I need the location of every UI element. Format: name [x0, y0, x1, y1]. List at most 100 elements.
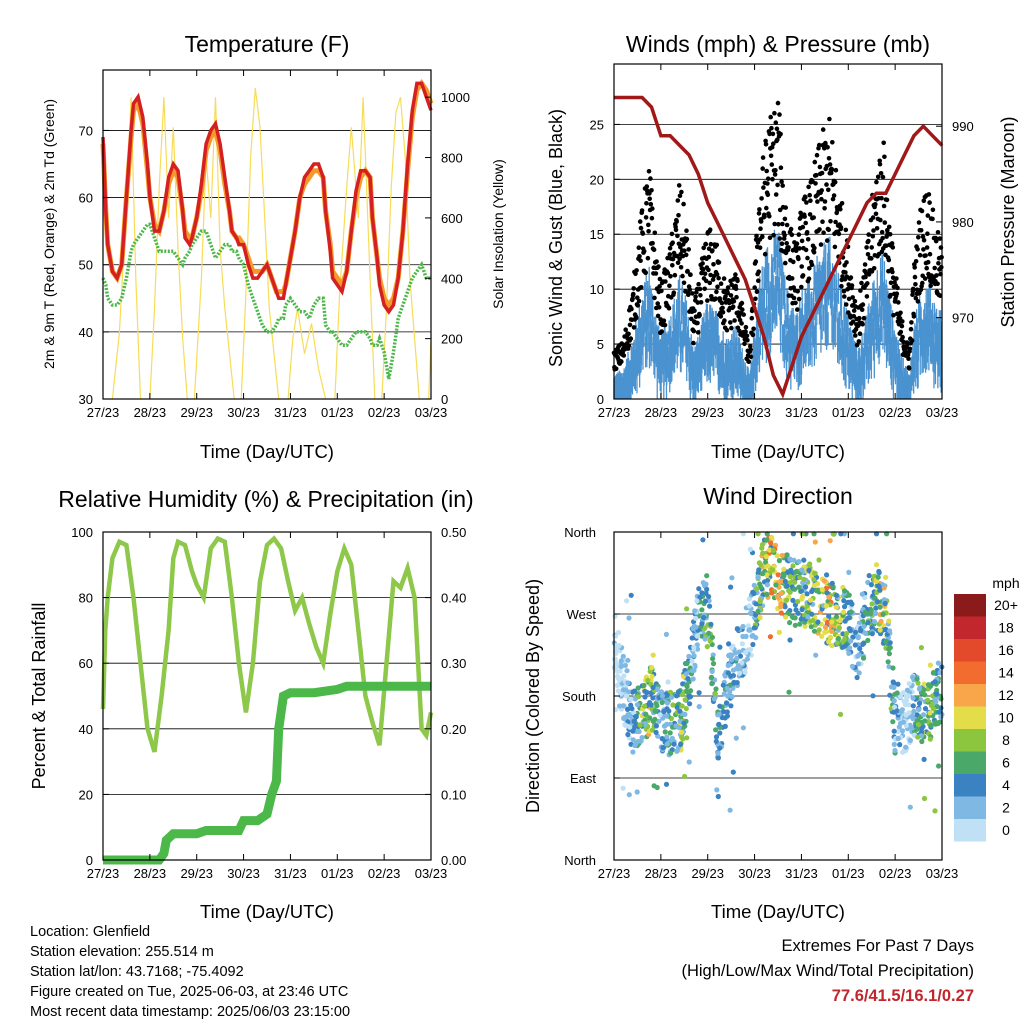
direction-point [686, 693, 693, 700]
gust-point [820, 219, 825, 224]
elevation-text: Station elevation: 255.514 m [30, 944, 214, 960]
direction-point [702, 636, 708, 642]
direction-point [927, 662, 934, 668]
gust-point [740, 307, 745, 312]
direction-point [922, 692, 928, 698]
direction-point [647, 715, 653, 721]
direction-point [875, 574, 881, 580]
direction-point [641, 682, 647, 689]
gust-point [767, 213, 772, 219]
direction-point [696, 690, 702, 696]
gust-point [843, 302, 849, 307]
direction-point [643, 711, 649, 717]
gust-point [744, 333, 750, 339]
direction-point [717, 644, 723, 650]
direction-point [717, 703, 723, 709]
direction-point [892, 747, 898, 754]
direction-point [846, 650, 852, 657]
y2-tick-label: 970 [952, 311, 974, 326]
direction-point [664, 734, 670, 740]
direction-point [900, 690, 906, 696]
gust-point [779, 179, 784, 184]
gust-point [849, 283, 855, 288]
gust-point [800, 224, 806, 230]
direction-point [768, 540, 774, 546]
gust-point [649, 215, 655, 221]
direction-point [759, 545, 765, 551]
gust-point [644, 201, 649, 206]
direction-point [919, 719, 925, 726]
direction-point [900, 749, 906, 755]
x-tick-label: 29/23 [691, 866, 724, 881]
gust-point [719, 300, 725, 306]
direction-point [864, 611, 870, 617]
y-tick-label: 100 [71, 525, 93, 540]
gust-point [910, 286, 916, 292]
x-tick-label: 30/23 [227, 405, 260, 420]
gust-point [791, 295, 797, 301]
wind-direction-ylabel: Direction (Colored By Speed) [523, 579, 543, 813]
gust-point [798, 210, 803, 216]
direction-point [886, 651, 893, 657]
gust-point [675, 198, 681, 203]
gust-point [663, 279, 668, 284]
direction-point [687, 701, 693, 707]
gust-point [874, 226, 880, 231]
gust-point [830, 140, 835, 145]
gust-point [784, 241, 789, 246]
gust-point [817, 164, 823, 170]
direction-point [650, 685, 656, 691]
x-tick-label: 03/23 [926, 866, 959, 881]
y-tick-label: 40 [79, 722, 93, 737]
gust-point [695, 320, 700, 326]
direction-point [620, 687, 626, 693]
gust-point [633, 315, 639, 321]
direction-point [774, 594, 781, 600]
direction-point [684, 606, 690, 612]
legend-swatch [954, 729, 986, 752]
gust-point [636, 298, 642, 304]
gust-point [753, 259, 759, 264]
gust-point [765, 176, 771, 181]
y-tick-label: 25 [590, 117, 604, 132]
direction-point [846, 569, 852, 576]
gust-point [659, 329, 664, 334]
direction-point [847, 645, 853, 651]
gust-point [646, 169, 652, 174]
direction-point [816, 627, 822, 633]
x-tick-label: 31/23 [785, 866, 818, 881]
gust-point [742, 341, 747, 347]
direction-point [624, 598, 630, 604]
gust-point [779, 241, 785, 246]
direction-point [723, 700, 730, 706]
gust-point [683, 252, 689, 258]
direction-point [787, 589, 793, 595]
direction-point [750, 641, 756, 648]
gust-point [748, 354, 754, 360]
gust-point [650, 206, 655, 211]
direction-point [795, 610, 801, 616]
direction-point [833, 604, 839, 610]
direction-point [699, 607, 705, 613]
extremes-values: 77.6/41.5/16.1/0.27 [831, 987, 974, 1005]
winds-ylabel: Sonic Wind & Gust (Blue, Black) [546, 109, 566, 367]
gust-point [718, 281, 724, 287]
direction-point [725, 670, 731, 676]
direction-point [871, 619, 878, 625]
gust-point [833, 219, 838, 225]
direction-point [779, 552, 785, 559]
gust-point [769, 144, 775, 150]
wind-direction-title: Wind Direction [703, 483, 853, 509]
gust-point [811, 250, 817, 255]
gust-point [888, 280, 894, 286]
gust-point [824, 182, 829, 187]
direction-point [659, 693, 666, 699]
direction-point [812, 539, 818, 545]
gust-point [877, 161, 883, 167]
direction-point [620, 653, 626, 660]
gust-point [716, 275, 721, 281]
direction-point [811, 628, 818, 634]
gust-point [706, 254, 712, 260]
gust-point [760, 234, 765, 239]
gust-point [649, 188, 654, 193]
